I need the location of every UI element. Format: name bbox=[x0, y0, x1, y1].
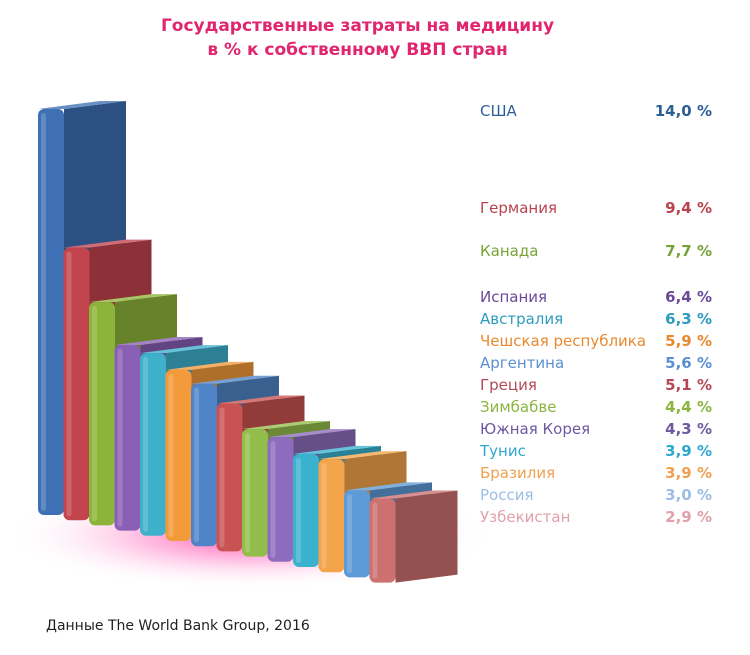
bar-highlight bbox=[168, 373, 174, 537]
country-label-row: США 14,0 % bbox=[480, 100, 712, 122]
country-label-row: Узбекистан 2,9 % bbox=[480, 506, 712, 528]
bar-front-face bbox=[191, 383, 217, 547]
bar-highlight bbox=[372, 502, 378, 579]
bar-highlight bbox=[66, 251, 72, 517]
bar-front-face bbox=[89, 302, 115, 526]
bar-front-face bbox=[114, 345, 141, 531]
bar-top-face bbox=[369, 490, 458, 499]
country-label-row: Россия 3,0 % bbox=[480, 484, 712, 506]
country-value: 4,4 % bbox=[665, 398, 712, 416]
bar-highlight bbox=[143, 357, 148, 532]
country-name: Аргентина bbox=[480, 354, 565, 372]
country-name: Германия bbox=[480, 199, 557, 217]
bar-highlight bbox=[194, 387, 199, 543]
country-name: Узбекистан bbox=[480, 508, 571, 526]
country-name: Тунис bbox=[480, 442, 526, 460]
country-value: 7,7 % bbox=[665, 242, 712, 260]
bar-highlight bbox=[92, 306, 97, 522]
bar-top-face bbox=[293, 445, 381, 454]
country-label-row: Греция 5,1 % bbox=[480, 374, 712, 396]
bars-group bbox=[38, 101, 458, 583]
country-label-row: Аргентина 5,6 % bbox=[480, 352, 712, 374]
bar-highlight bbox=[296, 457, 301, 563]
country-value: 4,3 % bbox=[665, 420, 712, 438]
bar-front-face bbox=[165, 369, 192, 541]
country-name: Греция bbox=[480, 376, 537, 394]
bar-front-face bbox=[293, 453, 319, 567]
country-label-row: Тунис 3,9 % bbox=[480, 440, 712, 462]
country-label-row: Южная Корея 4,3 % bbox=[480, 418, 712, 440]
country-label-row: Чешская республика 5,9 % bbox=[480, 330, 712, 352]
country-label-row: Германия 9,4 % bbox=[480, 197, 712, 219]
bar-front-face bbox=[369, 498, 396, 583]
country-name: Бразилия bbox=[480, 464, 556, 482]
bar-top-face bbox=[165, 361, 254, 370]
bar-top-face bbox=[63, 239, 152, 248]
country-label-row: Канада 7,7 % bbox=[480, 240, 712, 262]
country-value: 3,9 % bbox=[665, 464, 712, 482]
country-value: 14,0 % bbox=[654, 102, 712, 120]
country-label-row: Бразилия 3,9 % bbox=[480, 462, 712, 484]
bar-top-face bbox=[191, 375, 279, 384]
bar-front-face bbox=[344, 490, 370, 578]
bar-top-face bbox=[38, 101, 126, 109]
bar-front-face bbox=[38, 109, 64, 515]
data-source-note: Данные The World Bank Group, 2016 bbox=[46, 618, 310, 634]
country-value: 3,9 % bbox=[665, 442, 712, 460]
country-label-row: Испания 6,4 % bbox=[480, 286, 712, 308]
chart-title-line-1: Государственные затраты на медицину bbox=[160, 16, 555, 36]
country-label-row: Зимбабве 4,4 % bbox=[480, 396, 712, 418]
country-name: США bbox=[480, 102, 517, 120]
bar-front-face bbox=[216, 403, 243, 552]
bar-highlight bbox=[245, 433, 250, 553]
bar-top-face bbox=[114, 337, 203, 345]
bar-highlight bbox=[41, 113, 46, 511]
country-name: Зимбабве bbox=[480, 398, 557, 416]
bar-front-face bbox=[140, 353, 166, 536]
bar-top-face bbox=[318, 451, 407, 460]
bar-top-face bbox=[89, 294, 177, 303]
country-name: Россия bbox=[480, 486, 534, 504]
country-name: Канада bbox=[480, 242, 539, 260]
bar-side-face bbox=[395, 490, 458, 583]
country-value: 6,3 % bbox=[665, 310, 712, 328]
country-value: 2,9 % bbox=[665, 508, 712, 526]
bar-14 bbox=[369, 490, 458, 583]
country-value: 5,9 % bbox=[665, 332, 712, 350]
bar-highlight bbox=[321, 463, 327, 569]
bar-highlight bbox=[347, 494, 352, 574]
country-name: Испания bbox=[480, 288, 548, 306]
bar-front-face bbox=[318, 459, 345, 573]
bar-top-face bbox=[344, 482, 432, 491]
country-value: 5,6 % bbox=[665, 354, 712, 372]
bar-top-face bbox=[216, 395, 305, 404]
country-name: Южная Корея bbox=[480, 420, 591, 438]
bar-top-face bbox=[267, 429, 356, 438]
bar-front-face bbox=[63, 247, 90, 521]
bar-highlight bbox=[117, 349, 123, 527]
country-value: 3,0 % bbox=[665, 486, 712, 504]
country-value: 9,4 % bbox=[665, 199, 712, 217]
bar-front-face bbox=[267, 437, 294, 562]
country-name: Чешская республика bbox=[480, 332, 647, 350]
country-value: 6,4 % bbox=[665, 288, 712, 306]
bar-highlight bbox=[270, 441, 276, 558]
chart-title: Государственные затраты на медицину в % … bbox=[0, 14, 715, 62]
bar-front-face bbox=[242, 429, 268, 557]
country-value: 5,1 % bbox=[665, 376, 712, 394]
country-label-row: Австралия 6,3 % bbox=[480, 308, 712, 330]
bar-top-face bbox=[140, 345, 228, 354]
bar-highlight bbox=[219, 407, 225, 548]
country-name: Австралия bbox=[480, 310, 564, 328]
bar-top-face bbox=[242, 421, 330, 429]
chart-title-line-2: в % к собственному ВВП стран bbox=[207, 40, 508, 60]
